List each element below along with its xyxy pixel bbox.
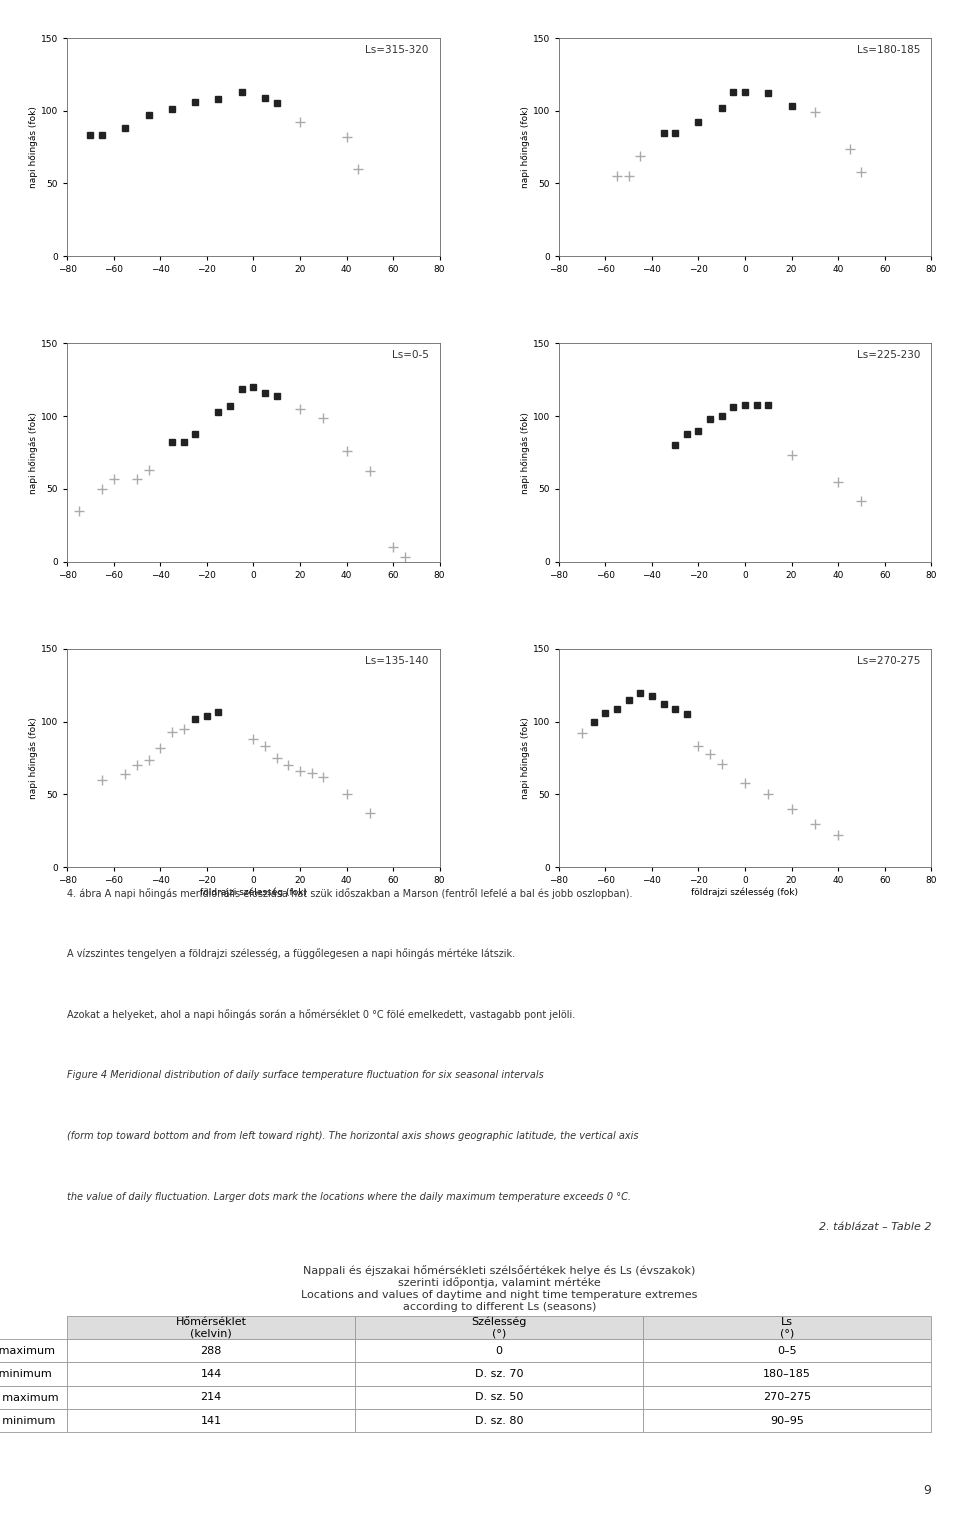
Text: Figure 4 Meridional distribution of daily surface temperature fluctuation for si: Figure 4 Meridional distribution of dail…: [67, 1070, 544, 1081]
Y-axis label: napi hőingás (fok): napi hőingás (fok): [520, 412, 530, 494]
Text: Ls=225-230: Ls=225-230: [856, 350, 920, 360]
X-axis label: földrajzi szélesség (fok): földrajzi szélesség (fok): [200, 888, 307, 897]
Y-axis label: napi hőingás (fok): napi hőingás (fok): [520, 106, 530, 188]
Text: Azokat a helyeket, ahol a napi hőingás során a hőmérséklet 0 °C fölé emelkedett,: Azokat a helyeket, ahol a napi hőingás s…: [67, 1009, 575, 1020]
X-axis label: földrajzi szélesség (fok): földrajzi szélesség (fok): [691, 888, 799, 897]
Text: A vízszintes tengelyen a földrajzi szélesség, a függőlegesen a napi hőingás mért: A vízszintes tengelyen a földrajzi széle…: [67, 948, 516, 959]
Text: Ls=315-320: Ls=315-320: [365, 44, 428, 55]
Text: Ls=135-140: Ls=135-140: [365, 655, 428, 666]
Text: 2. táblázat – Table 2: 2. táblázat – Table 2: [819, 1222, 931, 1233]
Text: the value of daily fluctuation. Larger dots mark the locations where the daily m: the value of daily fluctuation. Larger d…: [67, 1192, 632, 1202]
Text: (form top toward bottom and from left toward right). The horizontal axis shows g: (form top toward bottom and from left to…: [67, 1131, 638, 1142]
Text: Ls=270-275: Ls=270-275: [856, 655, 920, 666]
Text: Nappali és éjszakai hőmérsékleti szélsőértékek helye és Ls (évszakok)
szerinti i: Nappali és éjszakai hőmérsékleti szélsőé…: [301, 1265, 697, 1312]
Text: 9: 9: [924, 1484, 931, 1497]
Text: Ls=180-185: Ls=180-185: [856, 44, 920, 55]
Text: Ls=0-5: Ls=0-5: [392, 350, 428, 360]
Y-axis label: napi hőingás (fok): napi hőingás (fok): [29, 412, 38, 494]
Y-axis label: napi hőingás (fok): napi hőingás (fok): [29, 717, 38, 800]
Text: 4. ábra A napi hőingás meridionális eloszlása hat szük időszakban a Marson (fent: 4. ábra A napi hőingás meridionális elos…: [67, 888, 633, 898]
Y-axis label: napi hőingás (fok): napi hőingás (fok): [29, 106, 38, 188]
Y-axis label: napi hőingás (fok): napi hőingás (fok): [520, 717, 530, 800]
